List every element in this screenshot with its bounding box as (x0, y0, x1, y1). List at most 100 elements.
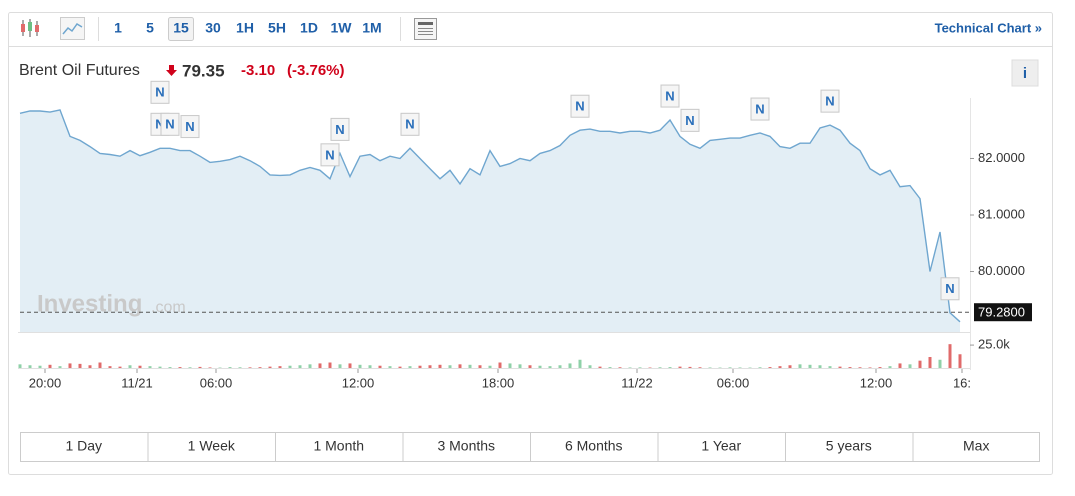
volume-bar (68, 363, 72, 368)
volume-bar (588, 365, 592, 368)
news-marker[interactable] (660, 84, 680, 108)
news-marker-label[interactable]: N (825, 94, 834, 109)
volume-bar (198, 366, 202, 368)
volume-bar (178, 367, 182, 368)
volume-bar (908, 364, 912, 368)
range-button[interactable]: 3 Months (437, 438, 495, 454)
news-marker[interactable] (400, 112, 420, 136)
news-marker[interactable] (820, 89, 840, 113)
interval-button[interactable]: 5H (268, 20, 286, 36)
news-marker-label[interactable]: N (155, 117, 164, 132)
info-button[interactable] (1011, 59, 1039, 87)
line-icon[interactable] (60, 17, 85, 40)
volume-bar (18, 364, 22, 368)
x-tick-label: 11/22 (621, 375, 653, 390)
interval-button[interactable]: 30 (205, 20, 221, 36)
range-button[interactable]: 1 Month (313, 438, 364, 454)
info-icon[interactable]: i (1023, 65, 1027, 82)
range-button[interactable]: Max (963, 438, 989, 454)
news-marker-label[interactable]: N (185, 119, 194, 134)
interval-button[interactable]: 1H (236, 20, 254, 36)
news-marker-label[interactable]: N (335, 122, 344, 137)
news-marker[interactable] (160, 112, 180, 136)
news-marker[interactable] (320, 143, 340, 167)
news-marker[interactable] (570, 94, 590, 118)
y-tick-label: 81.0000 (978, 206, 1025, 221)
volume-bar (848, 367, 852, 368)
volume-bar (598, 366, 602, 368)
news-marker-label[interactable]: N (685, 113, 694, 128)
interval-button[interactable]: 1M (362, 20, 381, 36)
x-tick-label: 06:00 (717, 375, 750, 390)
news-marker[interactable] (940, 277, 960, 301)
volume-bar (358, 364, 362, 368)
volume-bar (568, 363, 572, 368)
candle-icon[interactable] (21, 19, 39, 37)
volume-bar (698, 367, 702, 368)
interval-selected[interactable] (168, 17, 194, 41)
volume-bar (118, 366, 122, 368)
volume-bar (528, 365, 532, 368)
volume-bar (708, 367, 712, 368)
news-marker[interactable] (680, 108, 700, 132)
x-tick-label: 16: (953, 375, 971, 390)
volume-bar (268, 366, 272, 368)
news-marker-label[interactable]: N (165, 117, 174, 132)
volume-bar (388, 366, 392, 368)
volume-bar (38, 365, 42, 368)
table-icon[interactable] (414, 18, 437, 40)
news-marker-label[interactable]: N (575, 99, 584, 114)
news-marker-label[interactable]: N (665, 88, 674, 103)
technical-chart-link[interactable]: Technical Chart » (935, 20, 1042, 35)
range-button[interactable]: 6 Months (565, 438, 623, 454)
interval-button[interactable]: 1W (331, 20, 353, 36)
interval-button[interactable]: 15 (173, 20, 189, 36)
interval-button[interactable]: 5 (146, 20, 154, 36)
volume-bar (808, 364, 812, 368)
news-marker-label[interactable]: N (325, 147, 334, 162)
range-button[interactable]: 5 years (826, 438, 872, 454)
interval-button[interactable]: 1 (114, 20, 122, 36)
volume-bar (838, 366, 842, 368)
volume-bar (928, 357, 932, 368)
volume-bar (288, 365, 292, 368)
news-marker[interactable] (150, 80, 170, 104)
news-marker[interactable] (330, 117, 350, 141)
news-marker[interactable] (750, 97, 770, 121)
news-marker-label[interactable]: N (155, 85, 164, 100)
volume-bar (238, 367, 242, 368)
volume-bar (278, 366, 282, 368)
volume-bar (488, 365, 492, 368)
volume-bar (858, 367, 862, 368)
news-marker-label[interactable]: N (755, 101, 764, 116)
volume-bar (378, 365, 382, 368)
range-button[interactable]: 1 Week (188, 438, 236, 454)
news-marker[interactable] (180, 115, 200, 139)
x-tick-label: 11/21 (121, 375, 153, 390)
volume-bar (878, 367, 882, 368)
volume-bar (398, 366, 402, 368)
volume-bar (148, 366, 152, 368)
volume-bar (108, 366, 112, 368)
volume-bar (888, 366, 892, 368)
volume-bar (338, 364, 342, 368)
news-marker-label[interactable]: N (945, 281, 954, 296)
volume-bar (938, 359, 942, 368)
price-line (19, 109, 961, 323)
range-button[interactable]: 1 Year (701, 438, 741, 454)
volume-bar (258, 367, 262, 368)
range-button[interactable]: 1 Day (65, 438, 102, 454)
volume-bar (138, 365, 142, 368)
price-change: -3.10 (241, 62, 275, 79)
volume-bar (448, 365, 452, 368)
volume-bar (28, 365, 32, 368)
interval-button[interactable]: 1D (300, 20, 318, 36)
volume-bar (98, 362, 102, 368)
volume-bar (508, 363, 512, 368)
y-tick-label: 82.0000 (978, 150, 1025, 165)
price-change-percent: (-3.76%) (287, 62, 345, 79)
volume-bar (438, 364, 442, 368)
volume-bar (818, 365, 822, 368)
news-marker-label[interactable]: N (405, 117, 414, 132)
volume-bar (158, 366, 162, 368)
